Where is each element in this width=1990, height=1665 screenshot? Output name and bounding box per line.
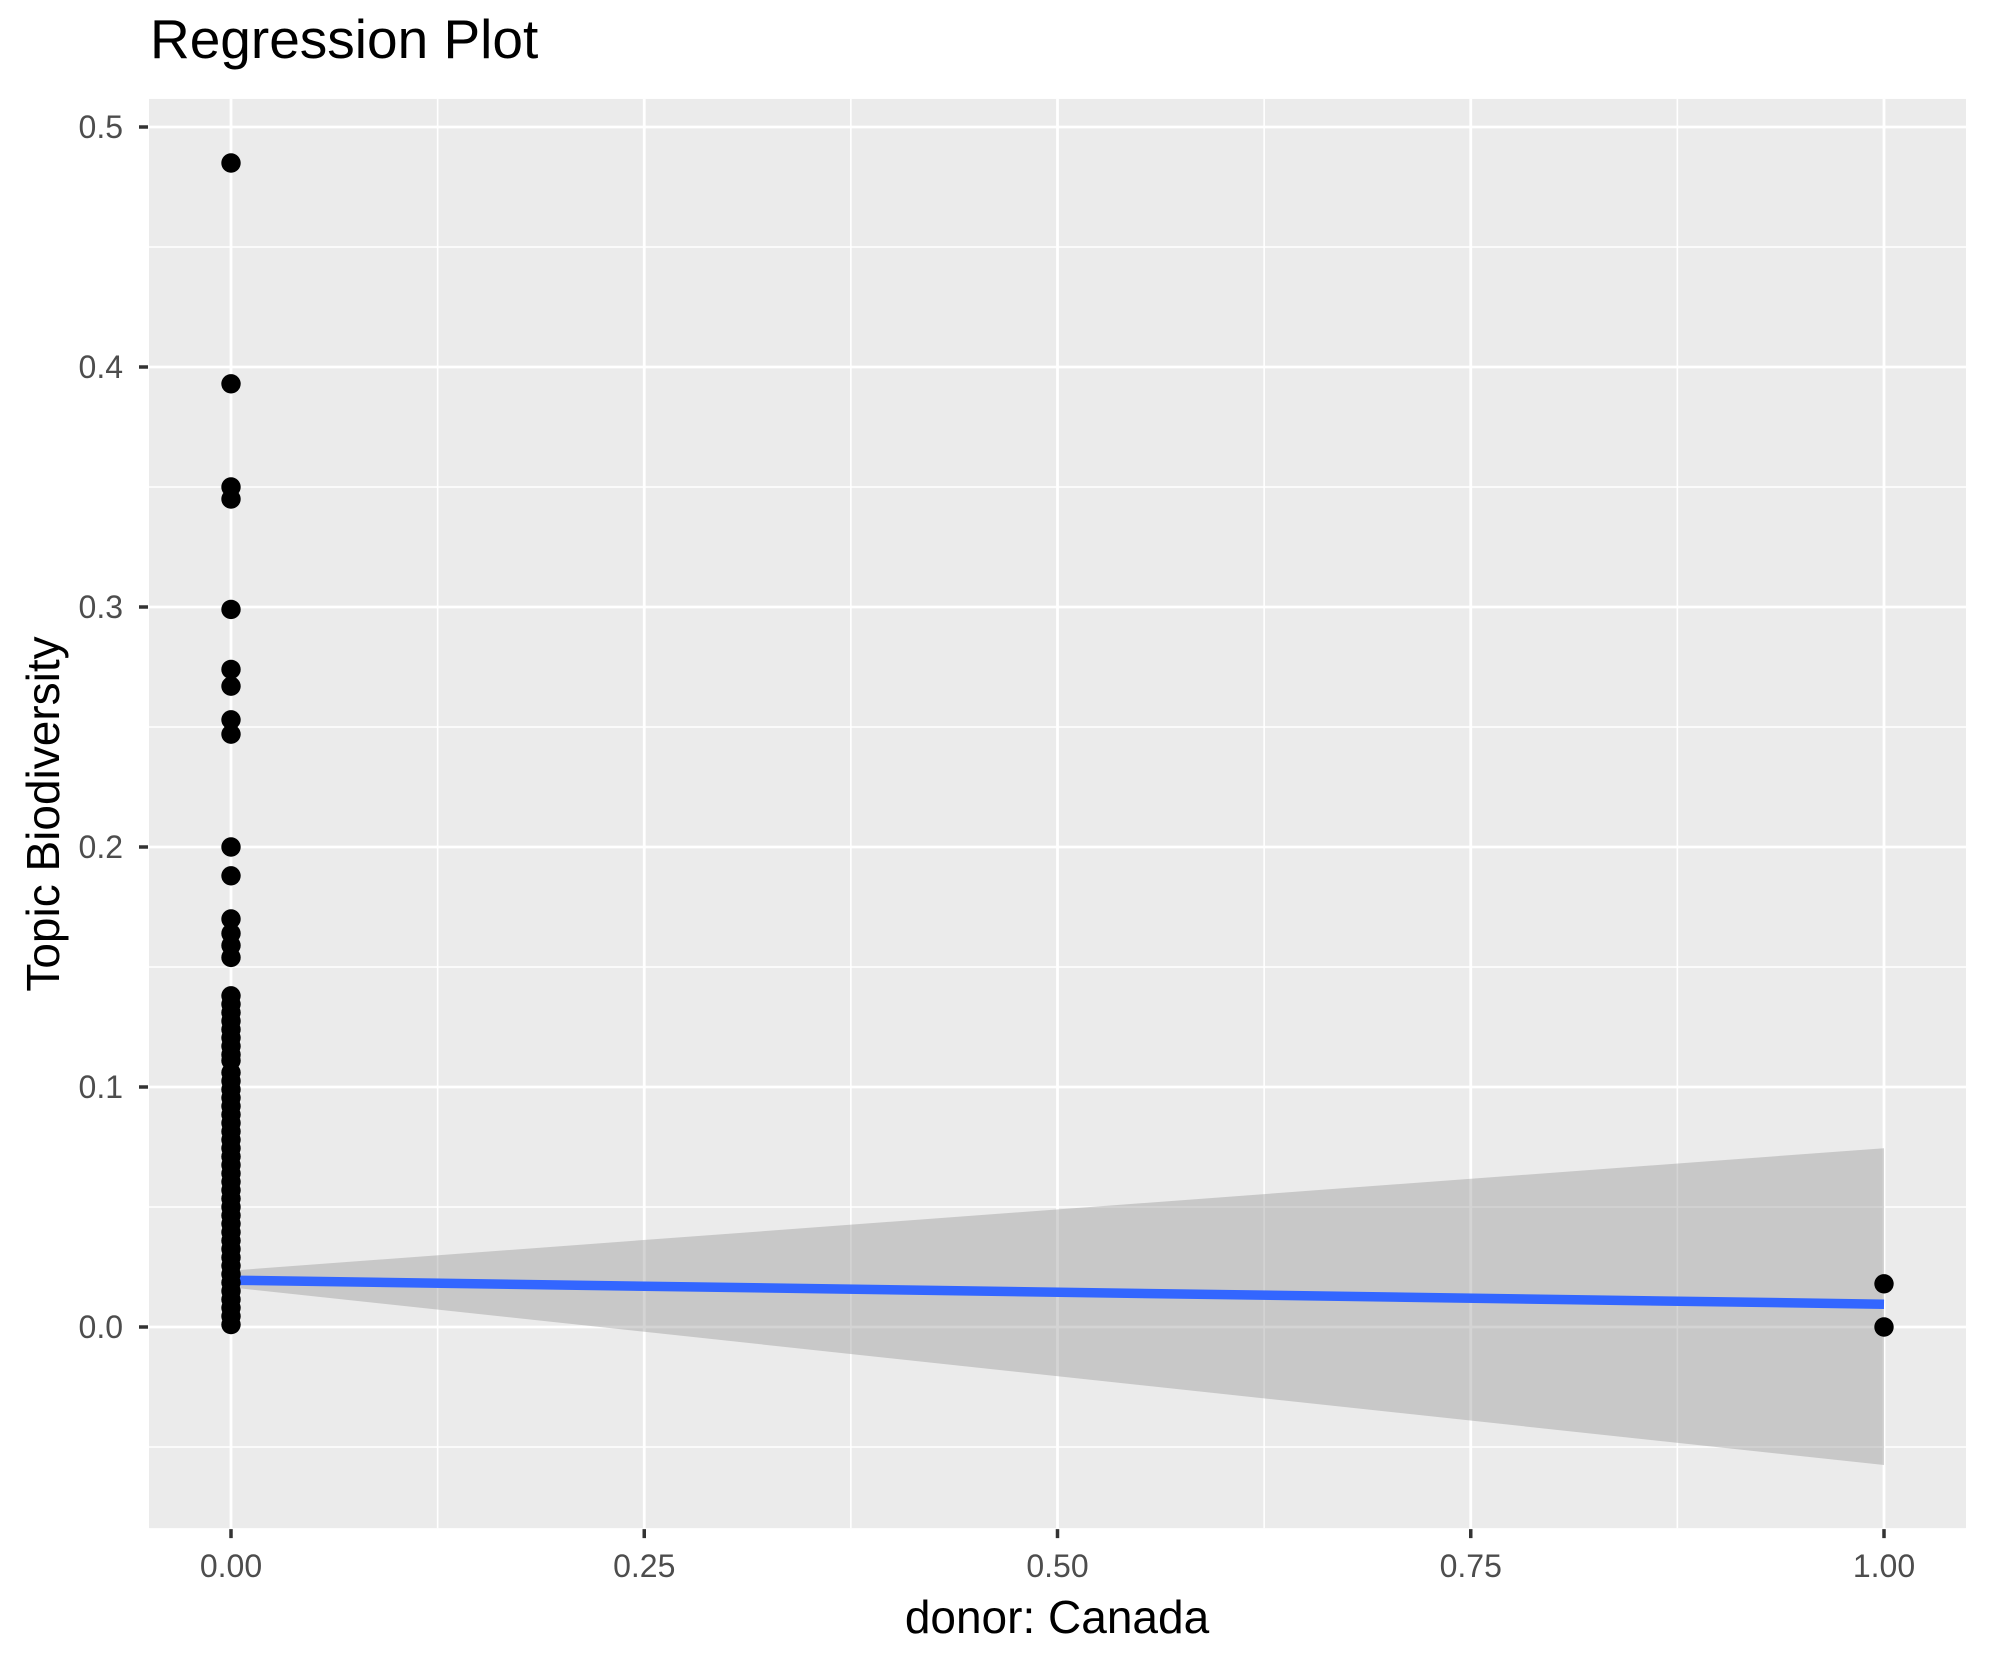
confidence-band — [231, 1148, 1884, 1465]
data-point — [221, 866, 241, 886]
x-tick-label: 0.25 — [613, 1548, 675, 1584]
data-point — [221, 947, 241, 968]
data-point — [1874, 1317, 1894, 1337]
data-point — [221, 489, 241, 509]
x-tick-label: 0.50 — [1026, 1548, 1088, 1584]
x-axis-title: donor: Canada — [905, 1591, 1210, 1643]
y-tick-label: 0.1 — [79, 1069, 123, 1105]
data-point — [221, 1314, 241, 1335]
data-point — [221, 153, 241, 173]
data-point — [221, 659, 241, 680]
regression-line — [230, 1275, 1885, 1309]
data-point — [1874, 1274, 1894, 1294]
x-tick-label: 1.00 — [1853, 1548, 1915, 1584]
plot-title: Regression Plot — [150, 8, 538, 70]
data-point — [221, 724, 241, 744]
data-point — [221, 837, 241, 857]
data-point — [221, 374, 241, 394]
y-tick-label: 0.2 — [79, 829, 123, 865]
x-tick-label: 0.00 — [200, 1548, 262, 1584]
data-point — [221, 676, 241, 696]
data-point — [221, 710, 241, 730]
plot-panel: 0.00 0.25 0.50 0.75 1.00 0.0 0.1 0.2 0.3 0.4 0.5 — [79, 98, 1966, 1584]
data-point — [221, 599, 241, 620]
y-axis-title: Topic Biodiversity — [17, 636, 69, 991]
y-tick-label: 0.0 — [79, 1309, 123, 1345]
y-tick-label: 0.3 — [79, 589, 123, 625]
y-tick-label: 0.4 — [79, 349, 123, 385]
y-tick-label: 0.5 — [79, 109, 123, 145]
data-point — [221, 909, 241, 929]
x-tick-label: 0.75 — [1440, 1548, 1502, 1584]
